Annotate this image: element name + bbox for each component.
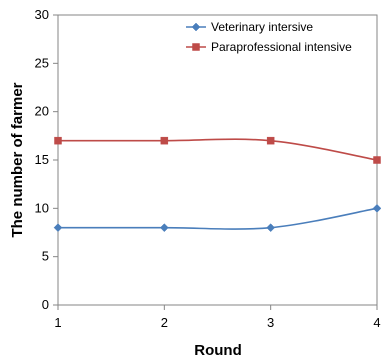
y-axis-title: The number of farmer	[9, 82, 26, 237]
series-2	[54, 136, 381, 164]
x-tick-label: 2	[161, 315, 168, 330]
x-tick-label: 1	[54, 315, 61, 330]
legend-label: Paraprofessional intensive	[211, 40, 352, 54]
series-line	[57, 138, 378, 161]
y-tick-label: 30	[35, 7, 49, 22]
data-point	[160, 136, 169, 145]
data-point	[266, 223, 276, 233]
data-point	[159, 223, 169, 233]
series-1	[53, 203, 381, 233]
x-tick-label: 4	[373, 315, 380, 330]
data-point	[54, 136, 62, 145]
data-point	[372, 203, 381, 213]
data-point	[373, 156, 381, 164]
axes: 0 5 10 15 20 25 30 1 2 3 4	[35, 7, 381, 330]
legend-item-2: Paraprofessional intensive	[186, 40, 352, 54]
data-point	[53, 223, 63, 233]
y-tick-label: 20	[35, 104, 49, 119]
legend-label: Veterinary intersive	[211, 20, 313, 34]
legend-marker	[192, 43, 200, 51]
legend-item-1: Veterinary intersive	[186, 20, 313, 34]
y-tick-label: 5	[42, 249, 49, 264]
y-tick-label: 10	[35, 200, 49, 215]
data-point	[266, 136, 275, 145]
x-tick-label: 3	[267, 315, 274, 330]
series-layer	[53, 136, 381, 233]
legend: Veterinary intersive Paraprofessional int…	[186, 20, 352, 54]
legend-marker	[191, 22, 201, 32]
plot-area	[57, 14, 378, 306]
y-tick-label: 25	[35, 55, 49, 70]
series-line	[58, 207, 378, 230]
x-axis-title: Round	[194, 342, 241, 359]
y-tick-label: 15	[35, 152, 49, 167]
plot-frame	[57, 14, 378, 306]
y-tick-label: 0	[42, 297, 49, 312]
